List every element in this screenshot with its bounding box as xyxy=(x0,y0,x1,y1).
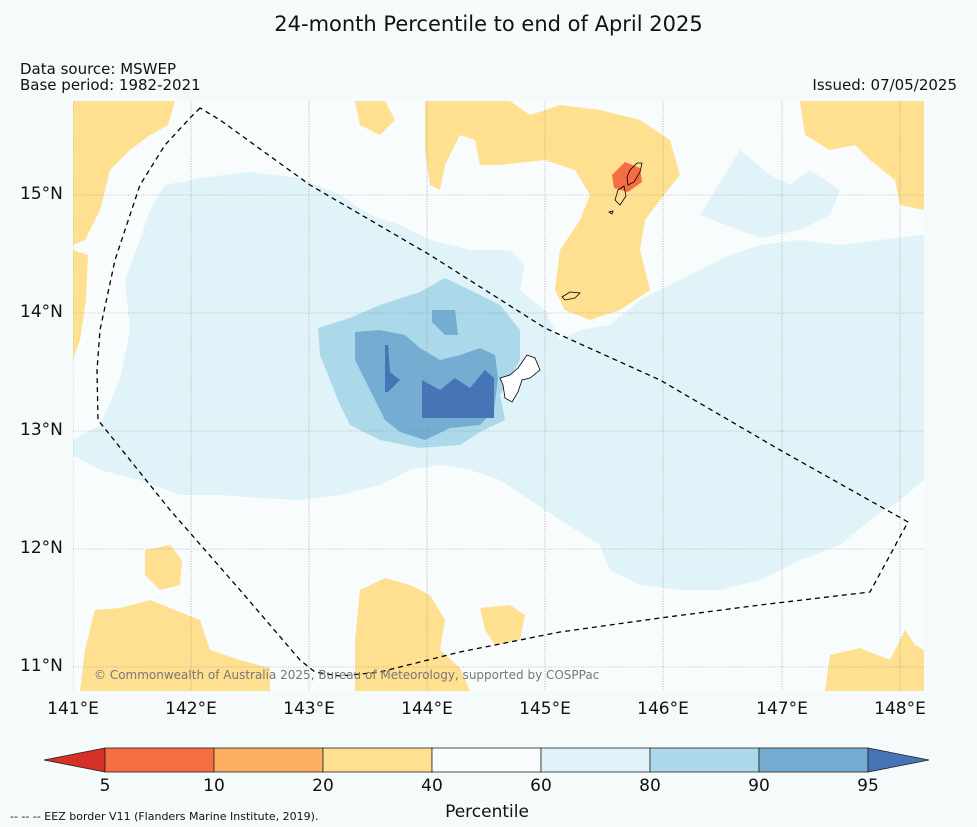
colorbar-tick-10: 10 xyxy=(203,776,225,796)
lon-label-148e: 148°E xyxy=(874,699,926,719)
lat-label-11n: 11°N xyxy=(20,656,63,676)
colorbar xyxy=(43,747,930,773)
colorbar-bin-5-10 xyxy=(104,747,215,773)
colorbar-title: Percentile xyxy=(445,802,529,822)
lat-label-12n: 12°N xyxy=(20,538,63,558)
percentile-20-40-region-north2 xyxy=(425,101,680,320)
colorbar-tick-40: 40 xyxy=(421,776,443,796)
colorbar-tick-20: 20 xyxy=(312,776,334,796)
percentile-20-40-region-north xyxy=(355,101,395,135)
colorbar-extend-high xyxy=(867,747,930,773)
base-period-label: Base period: 1982-2021 xyxy=(20,76,201,94)
colorbar-tick-95: 95 xyxy=(857,776,879,796)
colorbar-extend-low xyxy=(43,747,106,773)
colorbar-bin-40-60 xyxy=(431,747,542,773)
rota-outline xyxy=(561,291,581,301)
copyright-credit: © Commonwealth of Australia 2025, Bureau… xyxy=(94,668,600,682)
guam-outline xyxy=(499,354,541,403)
tinian-outline xyxy=(614,185,627,206)
percentile-90-95-patch xyxy=(432,310,458,335)
eez-footnote: -- -- -- EEZ border V11 (Flanders Marine… xyxy=(10,810,319,823)
percentile-above-95-region xyxy=(422,370,494,418)
saipan-outline xyxy=(626,162,643,186)
lon-label-142e: 142°E xyxy=(165,699,217,719)
colorbar-bin-60-80 xyxy=(540,747,651,773)
percentile-60-80-region-east xyxy=(700,150,840,238)
map-gridlines xyxy=(73,101,924,691)
lon-label-146e: 146°E xyxy=(637,699,689,719)
lat-label-14n: 14°N xyxy=(20,302,63,322)
percentile-20-40-region-ne xyxy=(800,101,924,210)
data-source-label: Data source: MSWEP xyxy=(20,60,177,78)
issued-date-label: Issued: 07/05/2025 xyxy=(812,76,957,94)
percentile-20-40-region-sw2 xyxy=(145,545,182,590)
colorbar-bin-20-40 xyxy=(322,747,433,773)
percentile-above-95-patch xyxy=(385,345,400,392)
colorbar-tick-80: 80 xyxy=(639,776,661,796)
colorbar-tick-5: 5 xyxy=(99,776,111,796)
lon-label-141e: 141°E xyxy=(47,699,99,719)
lon-label-144e: 144°E xyxy=(401,699,453,719)
colorbar-bin-10-20 xyxy=(213,747,324,773)
lat-label-15n: 15°N xyxy=(20,184,63,204)
percentile-20-40-region-nw xyxy=(73,101,175,245)
lon-label-147e: 147°E xyxy=(756,699,808,719)
colorbar-tick-90: 90 xyxy=(748,776,770,796)
lat-label-13n: 13°N xyxy=(20,420,63,440)
colorbar-bin-90-95 xyxy=(758,747,869,773)
aguijan-outline xyxy=(608,210,614,215)
colorbar-tick-60: 60 xyxy=(530,776,552,796)
lon-label-145e: 145°E xyxy=(519,699,571,719)
map-title: 24-month Percentile to end of April 2025 xyxy=(274,12,703,36)
percentile-20-40-region-south2 xyxy=(480,605,525,645)
colorbar-bin-80-90 xyxy=(649,747,760,773)
percentile-20-40-region-south xyxy=(355,578,470,691)
lon-label-143e: 143°E xyxy=(283,699,335,719)
percentile-20-40-region-sw xyxy=(80,600,270,691)
percentile-20-40-region-se xyxy=(825,630,924,691)
percentile-20-40-region-west xyxy=(73,250,88,360)
